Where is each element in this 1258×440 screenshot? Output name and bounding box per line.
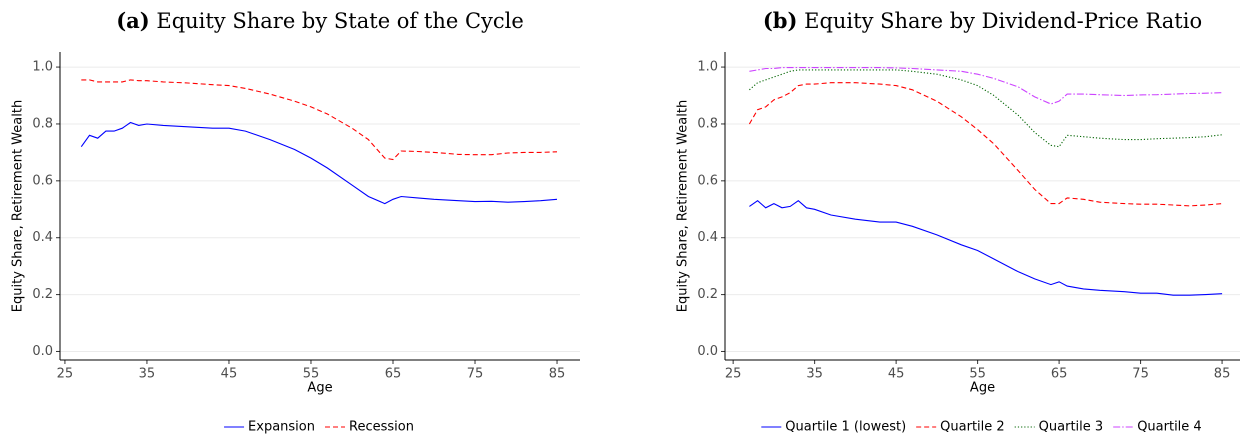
y-tick-label: 1.0	[32, 60, 53, 75]
legend-label: Recession	[349, 420, 414, 435]
x-tick-label: 55	[969, 367, 986, 382]
series-line	[749, 200, 1223, 296]
title-text: Equity Share by State of the Cycle	[156, 9, 523, 33]
y-tick-label: 0.8	[32, 116, 53, 131]
y-tick-label: 0.8	[697, 116, 718, 131]
chart-title: (b) Equity Share by Dividend-Price Ratio	[763, 8, 1202, 33]
y-tick-label: 0.4	[697, 230, 718, 245]
y-tick-label: 1.0	[697, 60, 718, 75]
y-tick-label: 0.2	[32, 287, 53, 302]
y-tick-label: 0.6	[697, 173, 718, 188]
x-tick-label: 55	[303, 367, 320, 382]
x-tick-label: 85	[549, 367, 566, 382]
y-tick-label: 0.4	[32, 230, 53, 245]
legend-label: Expansion	[248, 420, 315, 435]
x-tick-label: 45	[221, 367, 238, 382]
x-tick-label: 25	[57, 367, 74, 382]
title-text: Equity Share by Dividend-Price Ratio	[804, 9, 1202, 33]
panel-label: (a)	[116, 8, 149, 33]
x-tick-label: 25	[725, 367, 742, 382]
series-line	[80, 121, 558, 205]
chart-panel: (a) Equity Share by State of the Cycle 0.…	[11, 8, 580, 435]
chart-panel: (b) Equity Share by Dividend-Price Ratio…	[676, 8, 1240, 435]
legend-label: Quartile 2	[940, 420, 1005, 435]
y-tick-label: 0.6	[32, 173, 53, 188]
legend-label: Quartile 1 (lowest)	[785, 420, 906, 435]
legend: Expansion Recession	[224, 420, 414, 435]
x-tick-label: 45	[888, 367, 905, 382]
series-line	[749, 69, 1223, 148]
legend-label: Quartile 4	[1137, 420, 1202, 435]
x-tick-label: 85	[1214, 367, 1231, 382]
x-tick-label: 65	[385, 367, 402, 382]
x-axis-label: Age	[970, 381, 995, 396]
series-line	[81, 79, 558, 161]
series-line	[748, 82, 1223, 207]
x-tick-label: 75	[1132, 367, 1149, 382]
x-tick-label: 35	[139, 367, 156, 382]
y-tick-label: 0.0	[32, 344, 53, 359]
x-axis-label: Age	[307, 381, 332, 396]
x-tick-label: 35	[806, 367, 823, 382]
y-axis-label: Equity Share, Retirement Wealth	[11, 100, 26, 312]
legend-label: Quartile 3	[1039, 420, 1104, 435]
series-line	[749, 67, 1223, 105]
chart-title: (a) Equity Share by State of the Cycle	[116, 8, 524, 33]
panel-label: (b)	[763, 8, 798, 33]
y-tick-label: 0.2	[697, 287, 718, 302]
y-axis-label: Equity Share, Retirement Wealth	[676, 100, 691, 312]
y-tick-label: 0.0	[697, 344, 718, 359]
x-tick-label: 75	[467, 367, 484, 382]
legend: Quartile 1 (lowest) Quartile 2 Quartile 3 Q…	[761, 420, 1202, 435]
x-tick-label: 65	[1051, 367, 1068, 382]
